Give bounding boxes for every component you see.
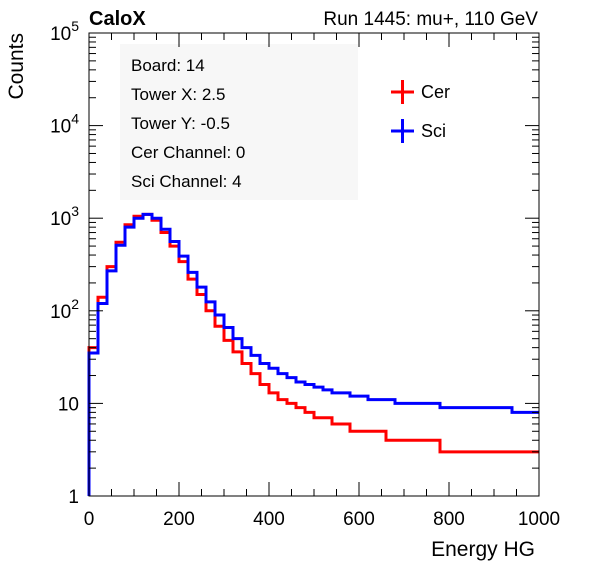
y-tick-label: 102 [50,296,79,323]
info-line: Cer Channel: 0 [131,143,245,162]
x-tick-label: 800 [433,509,465,530]
series-line-sci [87,212,539,496]
x-tick-label: 0 [84,509,95,530]
info-line: Sci Channel: 4 [131,172,242,191]
y-tick-label: 10 [58,394,79,415]
x-tick-label: 600 [343,509,375,530]
info-line: Board: 14 [131,56,205,75]
y-axis: 1 10 102 103 104 105 [50,18,539,508]
y-tick-label: 103 [50,203,79,230]
info-line: Tower Y: -0.5 [131,114,230,133]
y-tick-label: 104 [50,111,79,138]
legend: Cer Sci [391,80,450,143]
x-tick-label: 400 [253,509,285,530]
legend-label-sci: Sci [421,121,446,141]
x-axis: 0 200 400 600 800 1000 [84,33,560,530]
x-tick-label: 1000 [518,509,560,530]
x-axis-title: Energy HG [431,538,535,561]
series-layer [87,212,539,496]
info-box-lines: Board: 14 Tower X: 2.5 Tower Y: -0.5 Cer Ch… [131,56,245,191]
y-tick-label: 105 [50,18,79,45]
x-tick-label: 200 [163,509,195,530]
legend-label-cer: Cer [421,82,450,102]
y-axis-title: Counts [5,33,28,100]
info-line: Tower X: 2.5 [131,85,226,104]
y-tick-label: 1 [68,487,79,508]
info-box [120,44,358,200]
run-info-label: Run 1445: mu+, 110 GeV [323,9,538,30]
brand-label: CaloX [89,8,146,30]
series-line-cer [87,212,539,496]
